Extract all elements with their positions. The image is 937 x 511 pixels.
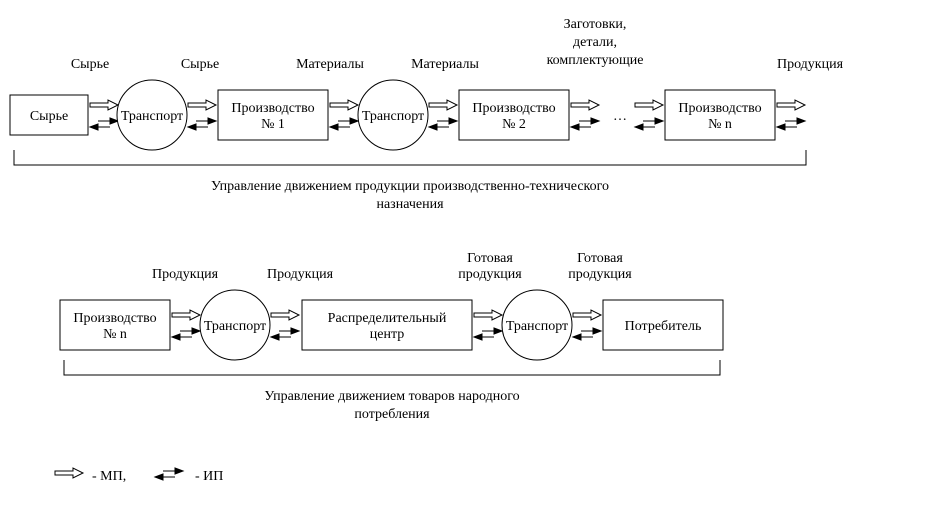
node-transport-4-label: Транспорт: [506, 319, 568, 334]
row1: Сырье Сырье Транспорт Сырье Производство…: [10, 17, 844, 212]
node-consumer: Потребитель: [603, 300, 723, 350]
node-raw-label: Сырье: [30, 109, 68, 124]
arrow-ip-6: [635, 118, 663, 130]
node-prod1: Производство № 1 Материалы: [218, 57, 365, 140]
caption-row1-l2: назначения: [376, 197, 444, 212]
node-dist-l1: Распределительный: [328, 311, 447, 326]
bracket-row1: [14, 150, 806, 165]
node-prod2-l2: № 2: [502, 117, 526, 132]
caption-row2-l2: потребления: [354, 407, 430, 422]
arrow-mp-4: [429, 100, 457, 110]
node-transport-2-top: Материалы: [411, 57, 479, 72]
node-prodn-row1-l2: № n: [708, 117, 732, 132]
arrow-mp-3: [330, 100, 358, 110]
arrow-mp-8: [172, 310, 200, 320]
arrow-ip-11: [573, 328, 601, 340]
node-prod2-top1: Заготовки,: [564, 17, 627, 32]
arrow-ip-8: [172, 328, 200, 340]
legend: - МП, - ИП: [55, 468, 223, 484]
node-prodn-row2-l2: № n: [103, 327, 127, 342]
node-transport-1-top: Сырье: [181, 57, 219, 72]
arrow-ip-2: [188, 118, 216, 130]
arrow-mp-7: [777, 100, 805, 110]
node-raw: Сырье Сырье: [10, 57, 109, 135]
legend-ip-label: - ИП: [195, 469, 223, 484]
arrow-mp-2: [188, 100, 216, 110]
node-dist-top1: Готовая: [467, 251, 513, 266]
node-prod2-l1: Производство: [472, 101, 555, 116]
legend-mp-label: - МП,: [92, 469, 126, 484]
arrow-ip-10: [474, 328, 502, 340]
arrow-ip-7: [777, 118, 805, 130]
arrow-ip-9: [271, 328, 299, 340]
arrow-ip-4: [429, 118, 457, 130]
arrow-ip-3: [330, 118, 358, 130]
node-transport-4-top2: продукция: [568, 267, 632, 282]
node-prod1-l2: № 1: [261, 117, 285, 132]
caption-row2-l1: Управление движением товаров народного: [264, 389, 519, 404]
arrow-mp-6: [635, 100, 663, 110]
legend-ip-icon: [155, 468, 183, 480]
node-prodn-row2-l1: Производство: [73, 311, 156, 326]
node-dist-l2: центр: [370, 327, 405, 342]
flow-diagram: Сырье Сырье Транспорт Сырье Производство…: [0, 0, 937, 511]
node-prodn-row1: Производство № n Продукция: [665, 57, 844, 140]
node-prodn-row1-l1: Производство: [678, 101, 761, 116]
node-transport-3-label: Транспорт: [204, 319, 266, 334]
arrow-mp-5: [571, 100, 599, 110]
node-prod2-top3: комплектующие: [547, 53, 644, 68]
node-prodn-row1-top: Продукция: [777, 57, 844, 72]
bracket-row2: [64, 360, 720, 375]
node-transport-2-label: Транспорт: [362, 109, 424, 124]
node-transport-4-top1: Готовая: [577, 251, 623, 266]
node-prodn-row2: Производство № n Продукция: [60, 267, 219, 350]
row2: Производство № n Продукция Транспорт Про…: [60, 251, 723, 422]
node-transport-1-label: Транспорт: [121, 109, 183, 124]
arrow-ip-5: [571, 118, 599, 130]
arrow-mp-1: [90, 100, 118, 110]
node-prod2-top2: детали,: [573, 35, 617, 50]
node-transport-3-top: Продукция: [267, 267, 334, 282]
node-dist: Распределительный центр Готовая продукци…: [302, 251, 522, 350]
node-prod1-l1: Производство: [231, 101, 314, 116]
caption-row1-l1: Управление движением продукции производс…: [211, 179, 609, 194]
node-raw-top: Сырье: [71, 57, 109, 72]
ellipsis: …: [613, 109, 627, 124]
legend-mp-icon: [55, 468, 83, 478]
arrow-mp-10: [474, 310, 502, 320]
arrow-mp-11: [573, 310, 601, 320]
node-dist-top2: продукция: [458, 267, 522, 282]
node-consumer-label: Потребитель: [625, 319, 702, 334]
arrow-ip-1: [90, 118, 118, 130]
arrow-mp-9: [271, 310, 299, 320]
node-prod1-top: Материалы: [296, 57, 364, 72]
node-prodn-row2-top: Продукция: [152, 267, 219, 282]
